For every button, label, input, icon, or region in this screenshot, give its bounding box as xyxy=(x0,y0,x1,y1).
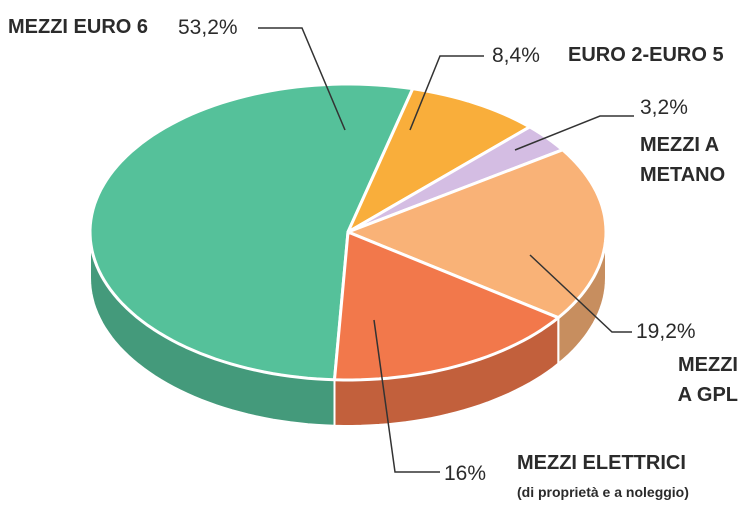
leader-line xyxy=(409,55,484,131)
category-label: MEZZI EURO 6 xyxy=(8,16,149,38)
value-label: 19,2% xyxy=(636,320,696,343)
slice xyxy=(88,82,415,382)
category-label: MEZZI ELETTRICI xyxy=(517,452,686,474)
category-label: EURO 2-EURO 5 xyxy=(568,44,724,66)
leader-lines xyxy=(258,27,634,473)
category-label: MEZZI A METANO xyxy=(640,134,726,186)
value-label: 53,2% xyxy=(178,16,238,39)
annotation: (di proprietà e a noleggio) xyxy=(517,484,689,500)
slice xyxy=(346,87,532,234)
leader-line xyxy=(373,319,440,473)
slice xyxy=(346,148,608,320)
leader-line xyxy=(529,254,632,333)
leader-line xyxy=(258,27,346,131)
value-label: 3,2% xyxy=(640,96,688,119)
value-label: 8,4% xyxy=(492,44,540,67)
value-label: 16% xyxy=(444,462,487,485)
slice xyxy=(333,230,560,382)
leader-line xyxy=(514,115,634,151)
category-label: MEZZI A GPL xyxy=(677,354,738,406)
